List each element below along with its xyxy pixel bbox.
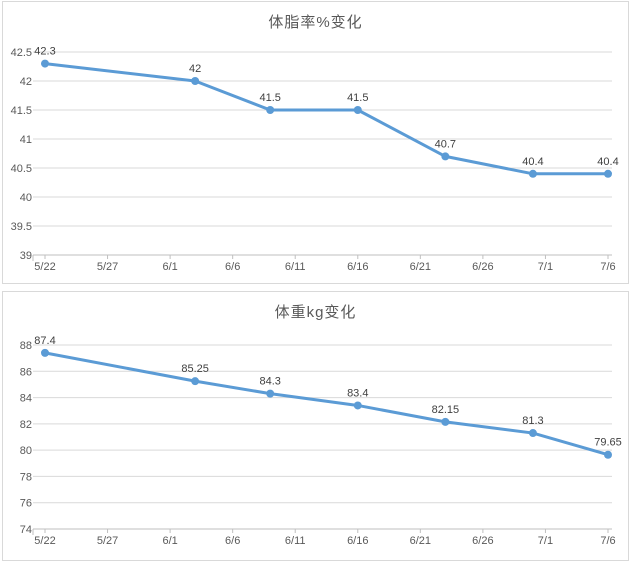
data-point (191, 77, 200, 85)
data-label: 87.4 (34, 335, 55, 347)
y-tick-label: 76 (20, 498, 32, 510)
x-tick-label: 6/26 (472, 261, 493, 273)
x-tick-label: 7/1 (538, 261, 553, 273)
x-tick-label: 5/27 (97, 535, 118, 547)
data-point (41, 59, 49, 68)
y-tick-label: 42.5 (11, 47, 32, 59)
y-tick-label: 40 (20, 192, 32, 204)
weight-chart-title: 体重kg变化 (274, 304, 357, 321)
data-label: 40.7 (435, 138, 456, 150)
x-tick-label: 6/1 (162, 261, 177, 273)
data-point (41, 348, 49, 357)
y-tick-label: 41 (20, 134, 32, 146)
y-tick-label: 74 (20, 524, 32, 536)
x-tick-label: 7/6 (600, 261, 615, 273)
y-tick-label: 42 (20, 76, 32, 88)
body-fat-chart-title: 体脂率%变化 (268, 14, 363, 31)
body-fat-chart-plot: 42.5 42 41.5 41 40.5 40 39.5 395/22 5/27 6/1 6/6 6/… (11, 46, 619, 273)
x-tick-label: 6/26 (472, 535, 493, 547)
x-tick-label: 5/22 (34, 261, 55, 273)
data-point (266, 389, 275, 398)
data-point (604, 450, 612, 459)
y-tick-label: 39.5 (11, 221, 32, 233)
data-label: 79.65 (594, 437, 622, 449)
data-label: 83.4 (347, 387, 368, 399)
x-tick-label: 6/21 (410, 261, 431, 273)
data-point (353, 401, 362, 410)
x-tick-label: 6/16 (347, 535, 368, 547)
y-tick-label: 86 (20, 366, 32, 378)
data-point (191, 377, 200, 386)
x-tick-label: 7/6 (600, 535, 615, 547)
data-point (266, 106, 275, 114)
y-tick-label: 88 (20, 340, 32, 352)
data-label: 42 (189, 63, 201, 75)
x-tick-label: 6/21 (410, 535, 431, 547)
y-tick-label: 39 (20, 250, 32, 262)
x-tick-label: 7/1 (538, 535, 553, 547)
x-tick-label: 6/11 (285, 261, 306, 273)
weight-chart: 体重kg变化 88 86 84 82 80 78 76 74 5/22 5/27 6/1 6/6 6/1… (2, 291, 629, 561)
data-label: 81.3 (522, 415, 543, 427)
data-label: 40.4 (522, 156, 543, 168)
data-point (441, 417, 450, 426)
data-point (353, 106, 362, 114)
x-tick-label: 6/6 (225, 535, 240, 547)
data-point (528, 169, 537, 178)
data-label: 82.15 (432, 404, 460, 416)
data-label: 85.25 (181, 363, 209, 375)
y-tick-label: 82 (20, 419, 32, 431)
x-tick-label: 6/16 (347, 261, 368, 273)
data-label: 41.5 (347, 92, 368, 104)
y-tick-label: 80 (20, 445, 32, 457)
data-label: 40.4 (597, 156, 618, 168)
x-tick-label: 5/22 (34, 535, 55, 547)
x-tick-label: 6/11 (285, 535, 306, 547)
data-point (528, 429, 537, 438)
body-fat-chart: 体脂率%变化 42.5 42 41.5 41 40.5 40 39.5 39 5/22 5/27 6… (2, 1, 629, 284)
data-point (604, 169, 612, 178)
x-tick-label: 5/27 (97, 261, 118, 273)
y-tick-label: 84 (20, 393, 32, 405)
data-label: 84.3 (259, 376, 280, 388)
y-tick-label: 40.5 (11, 163, 32, 175)
y-tick-label: 78 (20, 471, 32, 483)
x-tick-label: 6/6 (225, 261, 240, 273)
data-label: 42.3 (34, 46, 55, 58)
x-tick-label: 6/1 (162, 535, 177, 547)
data-point (441, 152, 450, 161)
weight-chart-plot: 88 86 84 82 80 78 76 745/22 5/27 6/1 6/6 6/11 6/16 6/… (20, 335, 622, 547)
data-label: 41.5 (259, 92, 280, 104)
series-line (43, 351, 610, 457)
y-tick-label: 41.5 (11, 105, 32, 117)
